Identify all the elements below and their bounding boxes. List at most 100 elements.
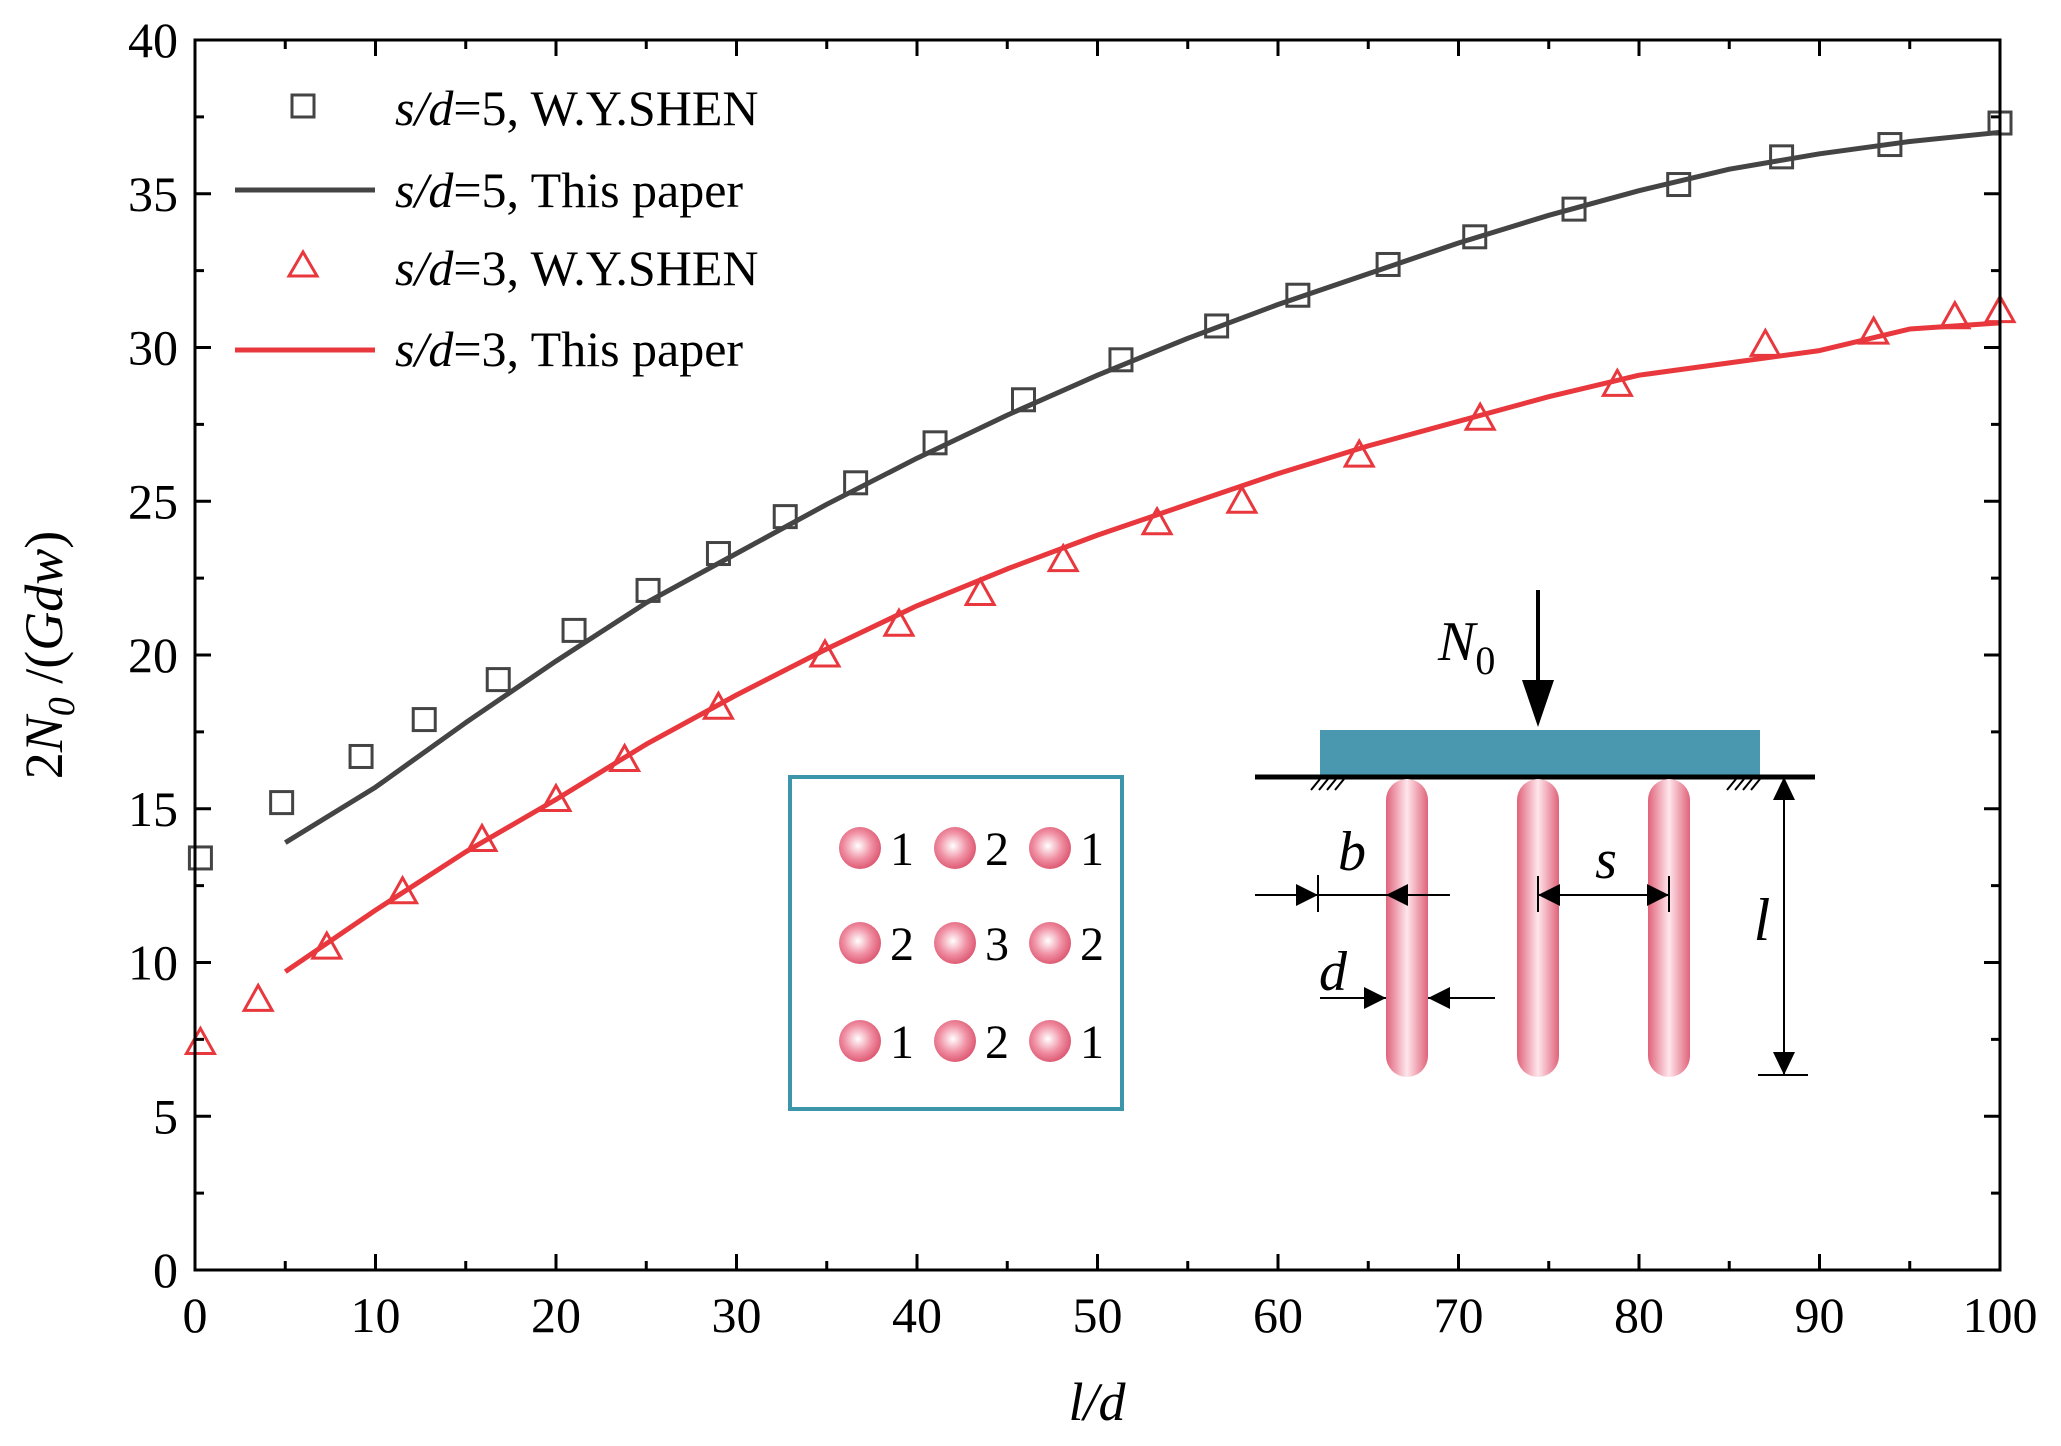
dim-b-arrow-left [1296,884,1318,906]
dim-b-arrow-right [1386,884,1408,906]
data-point-s3_shen [1140,505,1174,536]
series-layer [183,110,2017,1055]
series-line-s3_paper [283,320,2001,974]
ground-hatch-right [1726,778,1761,791]
pile-marker [934,922,976,964]
legend-label-s3-paper: s/d=3, This paper [395,321,743,377]
pile-number: 2 [985,1016,1009,1069]
ground-hatch-left [1310,778,1345,791]
x-tick-label: 90 [1795,1287,1845,1343]
y-tick-labels: 0 5 10 15 20 25 30 35 40 [128,12,178,1298]
y-tick-label: 25 [128,473,178,529]
pile-number: 2 [985,823,1009,876]
y-tick-label: 10 [128,935,178,991]
pile-marker [934,1020,976,1062]
data-point-s3_shen [1225,484,1259,514]
pile-marker [839,922,881,964]
inset-grid-cells: 1 2 1 2 3 2 1 2 1 [839,823,1104,1069]
data-point-s3_shen [1748,327,1782,357]
load-arrow-head [1522,680,1554,727]
y-label-sep: /( [14,651,74,698]
legend-label-s3-shen: s/d=3, W.Y.SHEN [395,240,759,296]
y-tick-label: 5 [153,1088,178,1144]
legend: s/d=5, W.Y.SHEN s/d=5, This paper s/d=3,… [235,80,759,377]
pile-number: 3 [985,918,1009,971]
pile-number: 1 [1080,1016,1104,1069]
legend-marker-triangle [286,249,320,278]
y-tick-label: 30 [128,320,178,376]
pile-marker [1029,827,1071,869]
pile-marker [839,1020,881,1062]
data-point-s3_shen [241,982,275,1012]
x-tick-labels: 0 10 20 30 40 50 60 70 80 90 100 [183,1287,2038,1343]
x-tick-label: 50 [1073,1287,1123,1343]
y-tick-label: 0 [153,1242,178,1298]
y-label-coef: 2 [14,752,74,779]
pile-number: 2 [1080,918,1104,971]
y-tick-label: 15 [128,781,178,837]
data-point-s3_shen [1046,542,1080,573]
pile-marker [934,827,976,869]
dim-s-arrow-left [1538,884,1560,906]
data-point-s3_shen [1342,438,1376,468]
dim-s-label: s [1595,829,1617,891]
inset-grid: 1 2 1 2 3 2 1 2 1 [788,775,1124,1111]
pile-marker [839,827,881,869]
x-tick-label: 30 [712,1287,762,1343]
dim-d-label: d [1319,941,1348,1003]
y-axis-label: 2N0 /(Gdw) [14,531,83,780]
dim-l-label: l [1754,887,1771,953]
x-tick-label: 20 [531,1287,581,1343]
y-tick-label: 20 [128,627,178,683]
dim-b-label: b [1338,821,1366,883]
pile-marker [1029,922,1071,964]
legend-label-s5-shen: s/d=5, W.Y.SHEN [395,80,759,136]
y-label-n-sub: 0 [41,697,83,716]
x-tick-label: 0 [183,1287,208,1343]
x-axis-label: l/d [1068,1372,1126,1432]
inset-schematic: N0 b s d l [1255,590,1815,1077]
data-point-s5_shen [269,790,295,816]
pile-left [1386,779,1428,1077]
y-label-n: N [14,713,74,753]
y-tick-label: 40 [128,12,178,68]
data-point-s5_shen [411,707,437,733]
load-label: N0 [1437,611,1495,683]
x-tick-label: 100 [1963,1287,2038,1343]
pile-right [1648,779,1690,1077]
data-point-s3_shen [608,742,642,773]
x-tick-label: 80 [1614,1287,1664,1343]
data-point-s5_shen [187,845,213,871]
pile-number: 2 [890,918,914,971]
data-point-s3_shen [963,576,997,606]
data-point-s5_shen [485,667,511,693]
pile-middle [1517,779,1559,1077]
pile-number: 1 [1080,823,1104,876]
data-point-s5_shen [348,743,374,769]
data-point-s3_shen [1857,315,1891,345]
data-point-s5_shen [1010,387,1036,413]
dim-l-arrow-top [1773,777,1795,800]
legend-label-s5-paper: s/d=5, This paper [395,162,743,218]
x-tick-label: 70 [1434,1287,1484,1343]
pile-number: 1 [890,823,914,876]
dim-l-arrow-bottom [1773,1052,1795,1075]
x-tick-label: 40 [892,1287,942,1343]
dim-d-arrow-right [1428,987,1450,1009]
data-point-s3_shen [183,1025,217,1055]
pile-marker [1029,1020,1071,1062]
pile-number: 1 [890,1016,914,1069]
dim-s-arrow-right [1647,884,1669,906]
y-label-close: ) [14,531,74,549]
series-line-s5_paper [283,129,2001,845]
x-tick-label: 10 [351,1287,401,1343]
dim-d-arrow-left [1364,987,1386,1009]
plot-frame [193,38,2002,1272]
data-point-s3_shen [882,607,916,637]
legend-marker-square [290,93,316,119]
data-point-s3_shen [701,690,736,720]
pile-cap [1320,730,1760,775]
x-tick-label: 60 [1253,1287,1303,1343]
y-label-gdw: Gdw [14,549,74,651]
